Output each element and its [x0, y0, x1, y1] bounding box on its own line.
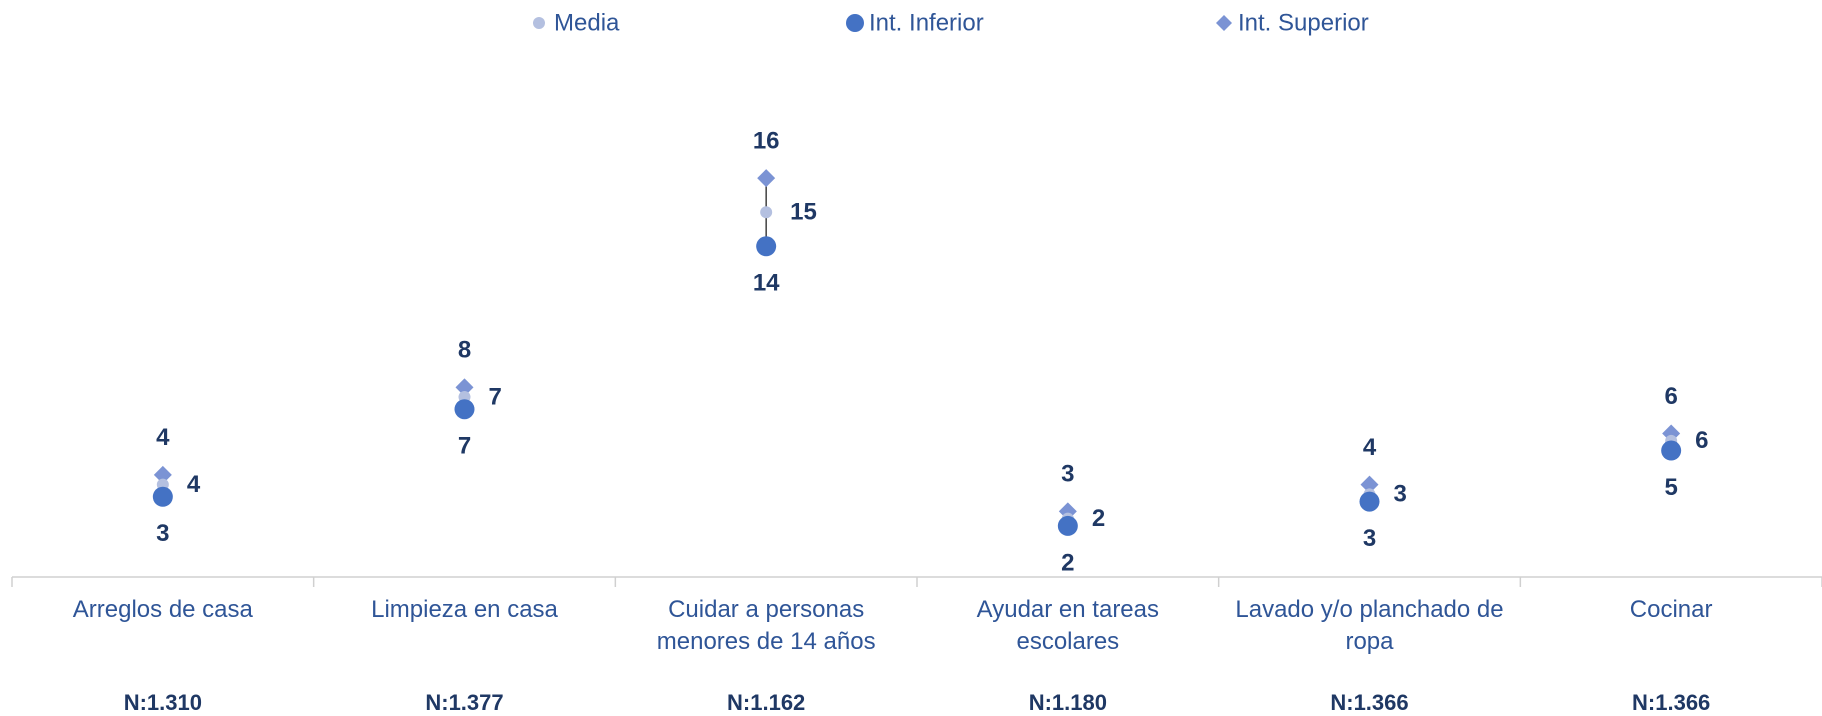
- data-label: 4: [187, 471, 201, 498]
- lower-marker: [1661, 440, 1682, 461]
- data-label: 7: [458, 433, 471, 460]
- data-label: 6: [1695, 427, 1708, 454]
- x-tick-label: Lavado y/o planchado de ropa: [1235, 596, 1504, 655]
- upper-marker: [455, 378, 474, 397]
- data-label: 16: [753, 128, 780, 155]
- upper-marker: [153, 465, 172, 484]
- n-label: N:1.310: [123, 690, 202, 715]
- data-label: 2: [1092, 505, 1105, 532]
- mean-marker: [760, 206, 773, 219]
- data-label: 6: [1664, 383, 1677, 410]
- lower-marker: [1057, 515, 1078, 536]
- lower-marker: [454, 399, 475, 420]
- legend-label: Int. Inferior: [869, 9, 984, 36]
- data-label: 3: [1394, 481, 1407, 508]
- data-label: 8: [458, 337, 471, 364]
- n-label: N:1.366: [1330, 690, 1409, 715]
- data-label: 14: [753, 270, 780, 297]
- n-label: N:1.180: [1028, 690, 1107, 715]
- x-tick-label: Limpieza en casa: [371, 596, 558, 623]
- x-tick-label: Ayudar en tareas escolares: [976, 596, 1159, 655]
- data-label: 3: [156, 520, 169, 547]
- data-label: 5: [1664, 474, 1677, 501]
- lower-marker: [152, 486, 173, 507]
- legend-marker: [533, 17, 545, 29]
- data-label: 15: [790, 199, 817, 226]
- upper-marker: [1360, 475, 1379, 494]
- legend-label: Media: [554, 9, 620, 36]
- data-label: 2: [1061, 549, 1074, 576]
- legend-marker: [846, 14, 864, 32]
- data-label: 4: [1363, 434, 1377, 461]
- data-label: 3: [1363, 525, 1376, 552]
- x-tick-label: Arreglos de casa: [72, 596, 253, 623]
- data-label: 3: [1061, 461, 1074, 488]
- n-label: N:1.377: [425, 690, 504, 715]
- x-tick-label: Cuidar a personas menores de 14 años: [656, 596, 876, 655]
- lower-marker: [1359, 491, 1380, 512]
- n-label: N:1.366: [1632, 690, 1711, 715]
- lower-marker: [756, 236, 777, 257]
- legend-marker: [1216, 15, 1232, 31]
- n-label: N:1.162: [727, 690, 806, 715]
- data-label: 7: [489, 383, 502, 410]
- legend-label: Int. Superior: [1238, 9, 1369, 36]
- x-tick-label: Cocinar: [1629, 596, 1713, 623]
- data-label: 4: [156, 424, 170, 451]
- upper-marker: [757, 169, 776, 188]
